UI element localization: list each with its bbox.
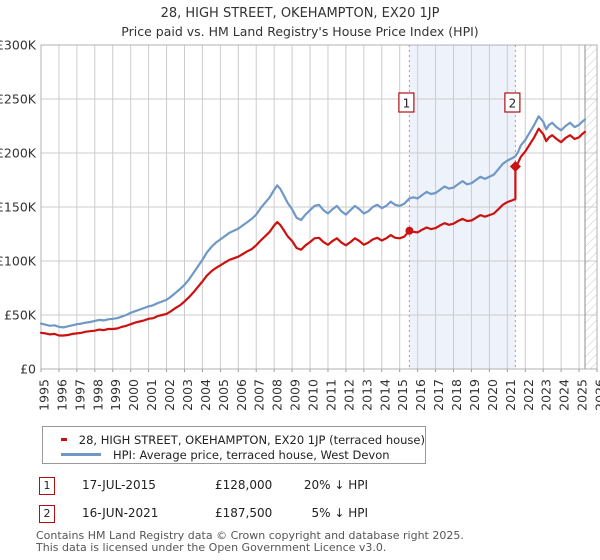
transaction-2-badge: 2 (39, 505, 55, 523)
x-tick-label: 2009 (288, 379, 303, 411)
x-tick-label: 2021 (503, 379, 518, 411)
transaction-1-vs-hpi: 20% ↓ HPI (303, 478, 368, 492)
legend-label-price-paid: 28, HIGH STREET, OKEHAMPTON, EX20 1JP (t… (78, 432, 425, 447)
sale-1-marker (405, 226, 414, 235)
transaction-1-price: £128,000 (215, 478, 273, 492)
transaction-2-price: £187,500 (215, 506, 273, 520)
x-tick-label: 2025 (575, 379, 590, 411)
x-tick-label: 2006 (234, 379, 249, 411)
x-tick-label: 2026 (593, 379, 600, 411)
x-tick-label: 1997 (72, 379, 87, 411)
sale-1-flag (398, 92, 415, 113)
x-tick-label: 2016 (413, 379, 428, 411)
x-tick-label: 1999 (108, 379, 123, 411)
transaction-row-1: 1 17-JUL-2015 £128,000 20% ↓ HPI (0, 477, 600, 495)
x-tick-label: 2018 (449, 379, 464, 411)
hpi-line-swatch (61, 453, 101, 456)
transaction-1-badge: 1 (39, 477, 55, 495)
x-tick-label: 2015 (395, 379, 410, 411)
page-title: 28, HIGH STREET, OKEHAMPTON, EX20 1JP (160, 6, 440, 21)
x-tick-label: 2023 (539, 379, 554, 411)
x-tick-label: 2000 (126, 379, 141, 411)
x-tick-label: 2012 (341, 379, 356, 411)
x-tick-label: 2017 (431, 379, 446, 411)
y-tick-label: £50K (4, 308, 37, 323)
transaction-2-vs-hpi: 5% ↓ HPI (311, 506, 368, 520)
y-tick-label: £200K (0, 146, 37, 161)
sale-2-marker (509, 161, 521, 172)
x-tick-label: 2013 (359, 379, 374, 411)
x-tick-label: 2022 (521, 379, 536, 411)
sale-2-flag-number: 2 (509, 97, 517, 111)
y-tick-label: £150K (0, 200, 37, 215)
x-tick-label: 2024 (557, 379, 572, 411)
hpi-line (39, 115, 587, 329)
price-history-chart: 12£0£50K£100K£150K£200K£250K£300K1995199… (0, 38, 600, 411)
x-tick-label: 1998 (90, 379, 105, 411)
transaction-1-date: 17-JUL-2015 (82, 478, 156, 492)
price-paid-line-swatch (61, 438, 67, 441)
x-tick-label: 2007 (252, 379, 267, 411)
x-tick-label: 2005 (216, 379, 231, 411)
x-tick-label: 2004 (198, 379, 213, 411)
sale-1-flag-number: 1 (403, 97, 411, 111)
price-paid-line (39, 127, 587, 337)
x-tick-label: 2002 (162, 379, 177, 411)
future-hatch-band (584, 45, 597, 369)
x-tick-label: 2008 (270, 379, 285, 411)
page-subtitle: Price paid vs. HM Land Registry's House … (121, 24, 479, 39)
transaction-2-date: 16-JUN-2021 (82, 506, 159, 520)
legend-item-price-paid: 28, HIGH STREET, OKEHAMPTON, EX20 1JP (t… (43, 432, 425, 447)
x-tick-label: 2010 (306, 379, 321, 411)
x-tick-label: 1996 (54, 379, 69, 411)
y-tick-label: £0 (20, 362, 36, 377)
legend-label-hpi: HPI: Average price, terraced house, West… (113, 447, 390, 462)
y-tick-label: £300K (0, 38, 37, 53)
x-tick-label: 2003 (180, 379, 195, 411)
license-note: Contains HM Land Registry data © Crown c… (36, 530, 464, 554)
license-line-2: This data is licensed under the Open Gov… (36, 541, 387, 554)
x-tick-label: 1995 (37, 379, 52, 411)
sale-2-flag (504, 92, 521, 113)
y-tick-label: £250K (0, 92, 37, 107)
legend-item-hpi: HPI: Average price, terraced house, West… (43, 447, 425, 462)
x-tick-label: 2011 (323, 379, 338, 411)
x-tick-label: 2020 (485, 379, 500, 411)
transaction-row-2: 2 16-JUN-2021 £187,500 5% ↓ HPI (0, 505, 600, 523)
y-tick-label: £100K (0, 254, 37, 269)
x-tick-label: 2001 (144, 379, 159, 411)
x-tick-label: 2014 (377, 379, 392, 411)
x-tick-label: 2019 (467, 379, 482, 411)
chart-legend: 28, HIGH STREET, OKEHAMPTON, EX20 1JP (t… (42, 426, 426, 464)
plot-border (40, 44, 598, 370)
license-line-1: Contains HM Land Registry data © Crown c… (36, 529, 464, 542)
